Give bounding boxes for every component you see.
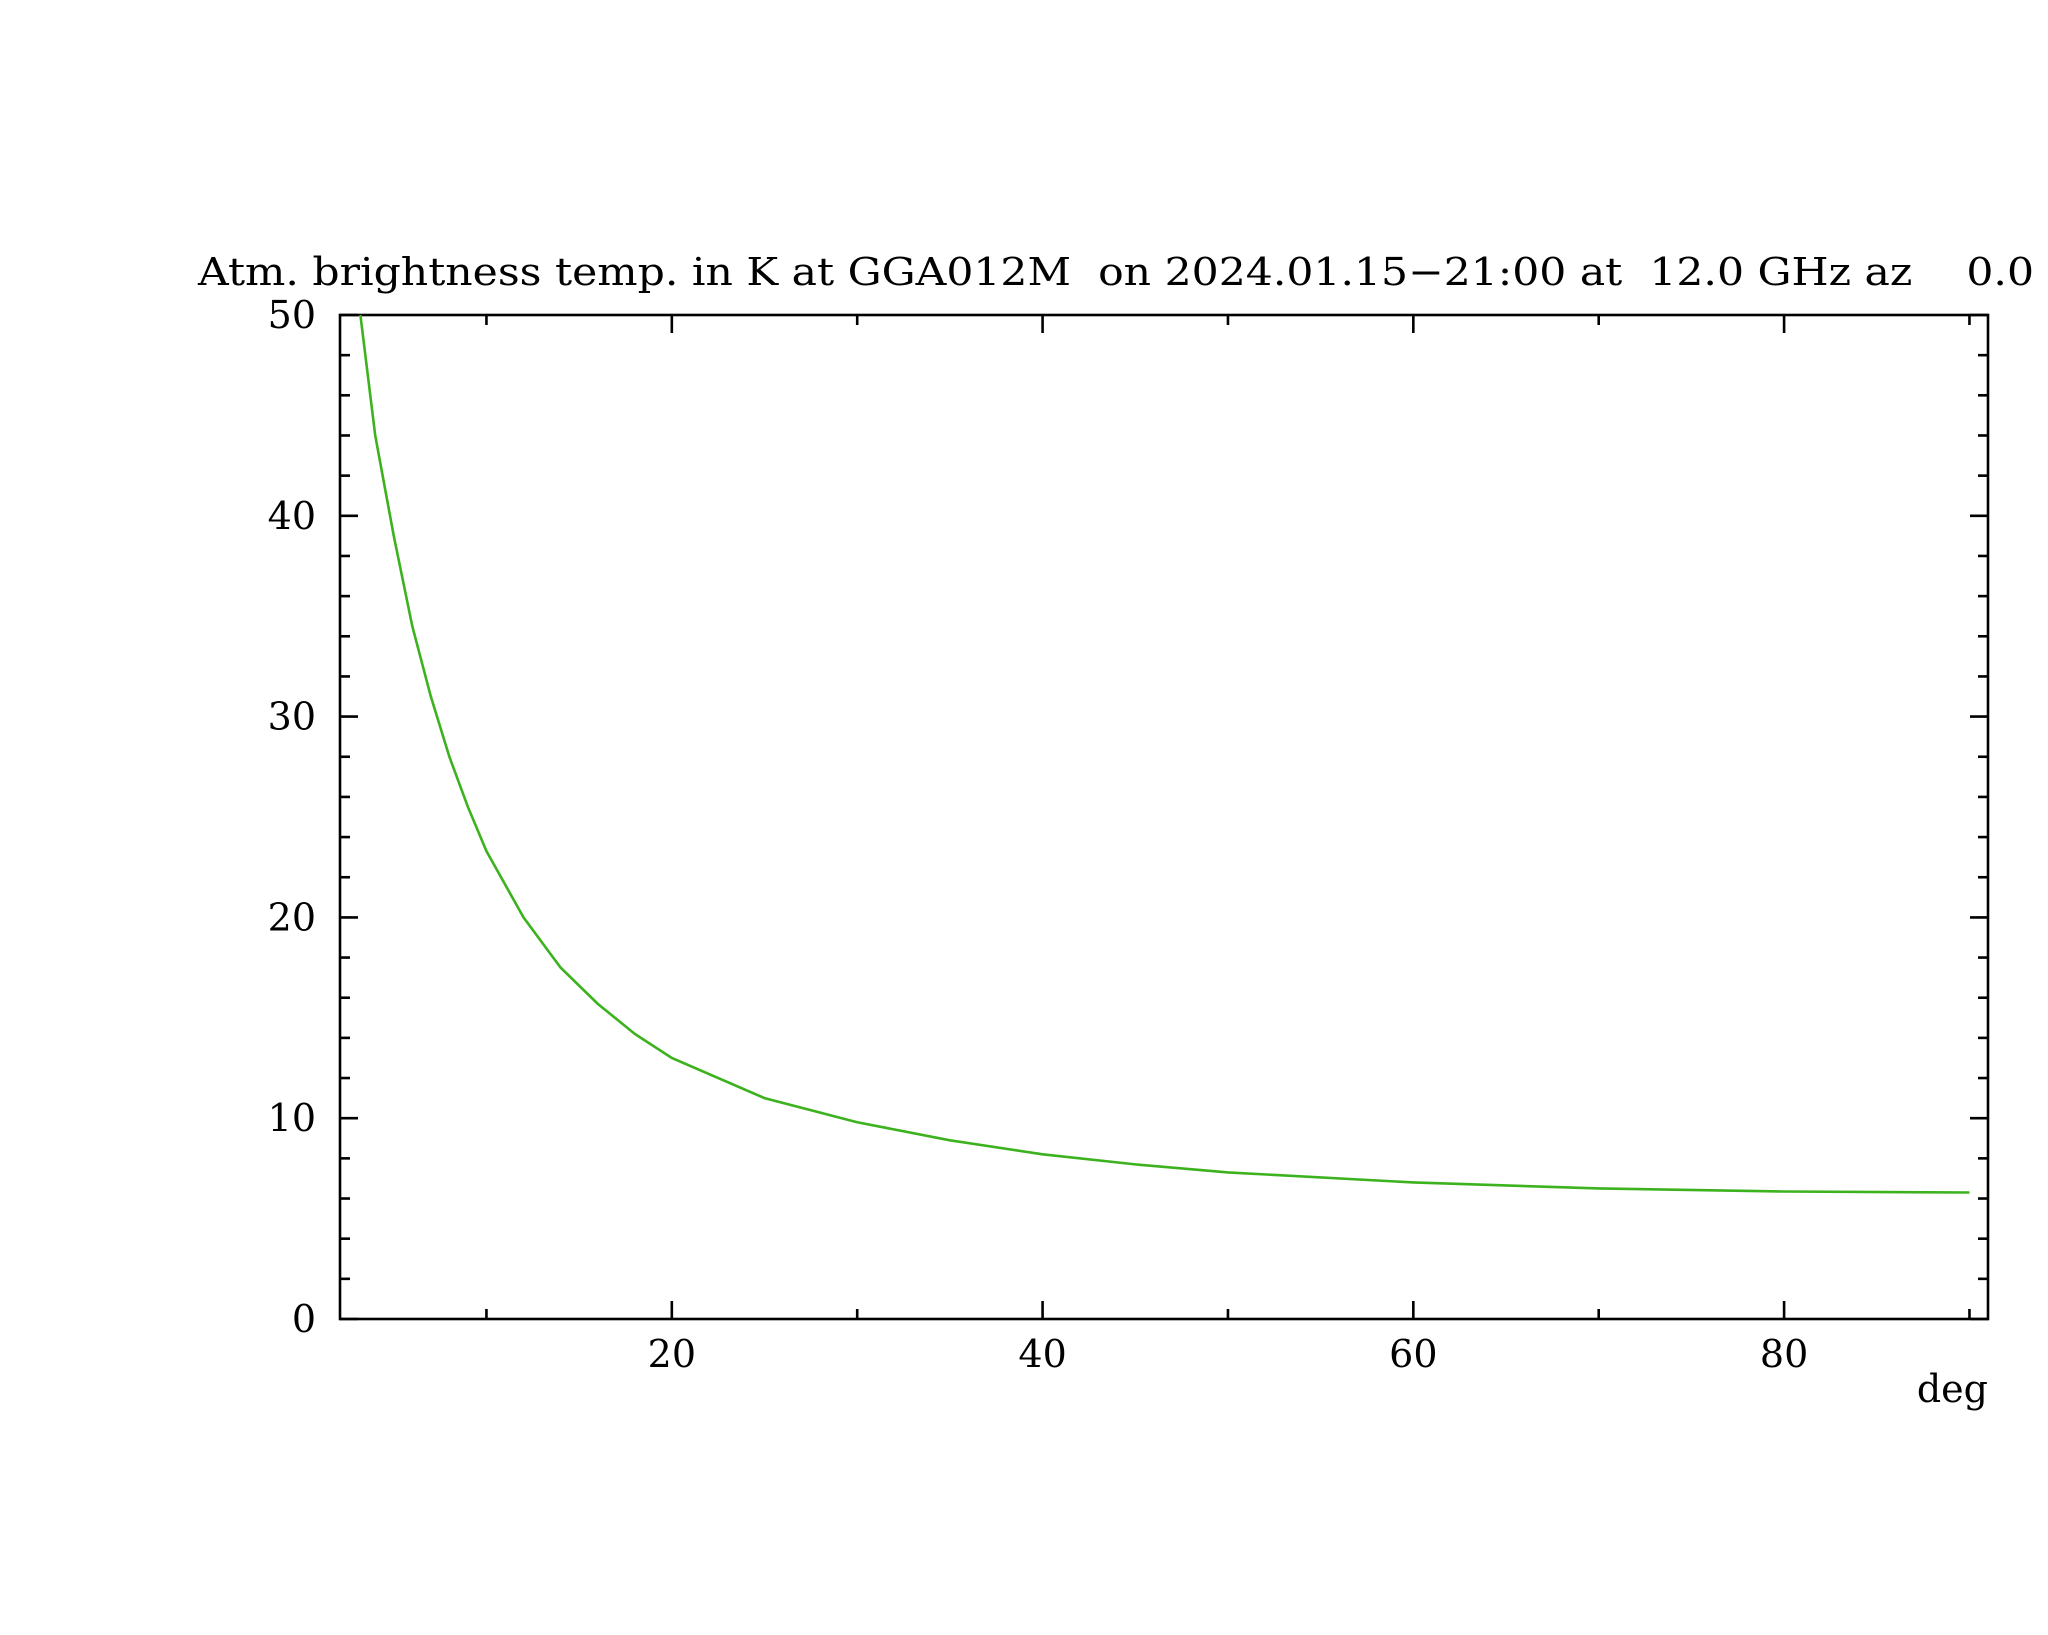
chart-title: Atm. brightness temp. in K at GGA012M on…	[197, 250, 2034, 294]
x-axis-label: deg	[1917, 1367, 1988, 1411]
x-tick-label: 80	[1760, 1332, 1808, 1376]
y-tick-label: 40	[268, 494, 316, 538]
x-tick-label: 60	[1389, 1332, 1437, 1376]
y-tick-label: 30	[268, 695, 316, 739]
y-tick-label: 20	[268, 895, 316, 939]
plot-frame	[338, 313, 1990, 1321]
y-tick-label: 50	[268, 293, 316, 337]
y-tick-label: 0	[292, 1297, 316, 1341]
y-tick-label: 10	[268, 1096, 316, 1140]
x-tick-label: 20	[648, 1332, 696, 1376]
x-tick-label: 40	[1018, 1332, 1066, 1376]
data-line	[359, 314, 1970, 1194]
